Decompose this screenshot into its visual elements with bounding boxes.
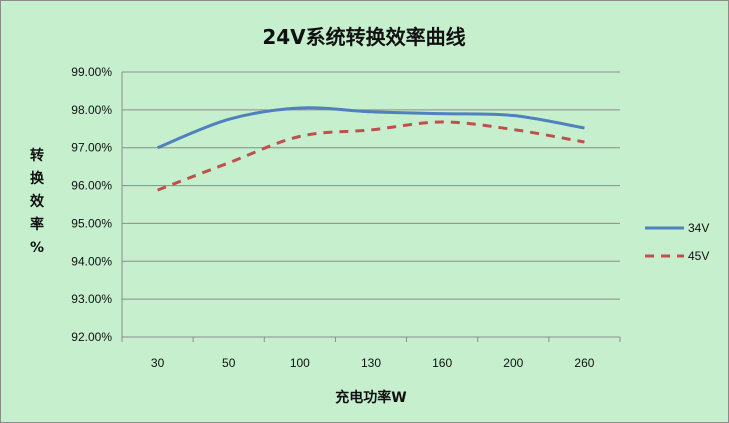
series-line-34v [157,106,585,150]
y-tick-label: 97.00% [71,141,112,155]
y-tick-label: 98.00% [71,103,112,117]
x-tick-labels: 30 50 100 130 160 200 260 [151,356,595,370]
x-tick-label: 160 [432,356,452,370]
y-tick-label: 93.00% [71,292,112,306]
y-tick-labels: 92.00% 93.00% 94.00% 95.00% 96.00% 97.00% 98.0… [71,65,112,344]
y-axis-label-char: 换 [30,170,45,187]
x-tick-label: 200 [503,356,523,370]
x-tick-label: 130 [361,356,381,370]
x-tick-label: 260 [574,356,594,370]
x-tick-label: 30 [151,356,165,370]
x-tick-label: 50 [222,356,236,370]
y-tick-label: 95.00% [71,216,112,230]
y-tick-label: 94.00% [71,254,112,268]
y-axis-label-char: 效 [30,193,45,210]
y-axis-label: 转换效率% [30,147,45,256]
x-axis-label: 充电功率W [335,389,406,406]
series-lines [157,106,585,192]
chart-title: 24V系统转换效率曲线 [262,25,465,49]
y-tick-label: 99.00% [71,65,112,79]
legend: 34V 45V [645,221,709,263]
y-tick-label: 96.00% [71,179,112,193]
legend-label: 34V [688,221,709,235]
y-axis-label-char: 转 [30,147,44,164]
y-tick-label: 92.00% [71,330,112,344]
x-tick-label: 100 [290,356,310,370]
y-axis-label-char: % [30,240,44,256]
y-axis-label-char: 率 [30,216,44,233]
series-line-45v [157,120,585,192]
legend-label: 45V [688,249,709,263]
axes [121,72,621,342]
